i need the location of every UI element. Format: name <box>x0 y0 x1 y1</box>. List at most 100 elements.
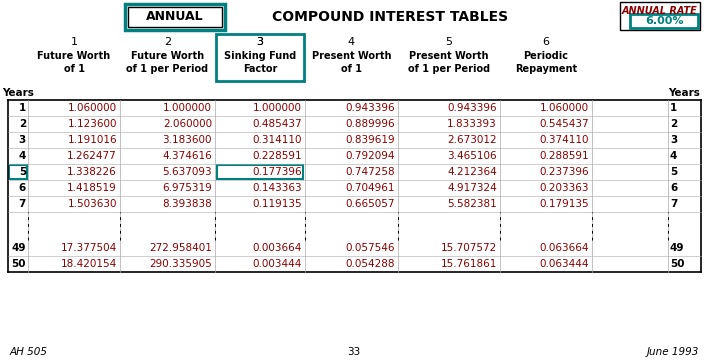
Text: 6: 6 <box>542 37 549 47</box>
Text: Future Worth: Future Worth <box>131 51 204 61</box>
Text: 0.943396: 0.943396 <box>447 103 497 113</box>
Text: 0.665057: 0.665057 <box>345 199 395 209</box>
Text: 0.054288: 0.054288 <box>345 259 395 269</box>
Text: 0.943396: 0.943396 <box>345 103 395 113</box>
Text: 1.060000: 1.060000 <box>68 103 117 113</box>
FancyBboxPatch shape <box>630 14 698 28</box>
Text: 0.314110: 0.314110 <box>252 135 302 145</box>
Text: 4.374616: 4.374616 <box>162 151 212 161</box>
Text: 2: 2 <box>670 119 677 129</box>
Text: Repayment: Repayment <box>515 64 577 74</box>
Text: Years: Years <box>669 88 700 98</box>
Text: 6.00%: 6.00% <box>644 16 683 26</box>
Text: 1.418519: 1.418519 <box>67 183 117 193</box>
Text: 0.063444: 0.063444 <box>540 259 589 269</box>
Text: of 1 per Period: of 1 per Period <box>408 64 490 74</box>
Text: 272.958401: 272.958401 <box>149 243 212 253</box>
Text: of 1: of 1 <box>341 64 362 74</box>
Text: 0.485437: 0.485437 <box>252 119 302 129</box>
Text: 0.237396: 0.237396 <box>540 167 589 177</box>
FancyBboxPatch shape <box>9 165 27 179</box>
Text: 3.465106: 3.465106 <box>447 151 497 161</box>
Bar <box>620 2 700 30</box>
Text: 5: 5 <box>445 37 452 47</box>
Text: 3: 3 <box>18 135 26 145</box>
Text: 1.503630: 1.503630 <box>67 199 117 209</box>
Text: 0.747258: 0.747258 <box>345 167 395 177</box>
Text: AH 505: AH 505 <box>10 347 48 357</box>
Text: 50: 50 <box>11 259 26 269</box>
Text: 49: 49 <box>670 243 684 253</box>
Text: ANNUAL RATE: ANNUAL RATE <box>622 6 698 16</box>
Text: 0.057546: 0.057546 <box>345 243 395 253</box>
Text: 0.179135: 0.179135 <box>540 199 589 209</box>
Text: 0.228591: 0.228591 <box>252 151 302 161</box>
Text: 4.212364: 4.212364 <box>447 167 497 177</box>
Text: Factor: Factor <box>242 64 277 74</box>
Text: 0.119135: 0.119135 <box>252 199 302 209</box>
Text: 5: 5 <box>18 167 26 177</box>
Text: Future Worth: Future Worth <box>38 51 111 61</box>
Text: of 1 per Period: of 1 per Period <box>126 64 208 74</box>
Text: 0.003444: 0.003444 <box>252 259 302 269</box>
Text: 1.123600: 1.123600 <box>67 119 117 129</box>
Text: 0.374110: 0.374110 <box>540 135 589 145</box>
Text: 5.637093: 5.637093 <box>162 167 212 177</box>
Text: 1.000000: 1.000000 <box>253 103 302 113</box>
Text: 1: 1 <box>70 37 77 47</box>
Text: 6.975319: 6.975319 <box>162 183 212 193</box>
Text: 0.177396: 0.177396 <box>252 167 302 177</box>
Text: 3.183600: 3.183600 <box>162 135 212 145</box>
Text: 5: 5 <box>670 167 677 177</box>
Text: 0.889996: 0.889996 <box>345 119 395 129</box>
Text: 3: 3 <box>670 135 677 145</box>
Text: Periodic: Periodic <box>523 51 569 61</box>
Text: 4: 4 <box>670 151 677 161</box>
Text: 4: 4 <box>348 37 355 47</box>
Text: 2: 2 <box>164 37 171 47</box>
Text: 17.377504: 17.377504 <box>61 243 117 253</box>
Text: 2.060000: 2.060000 <box>163 119 212 129</box>
Text: 1.191016: 1.191016 <box>67 135 117 145</box>
Text: 1: 1 <box>18 103 26 113</box>
Text: Present Worth: Present Worth <box>409 51 489 61</box>
Text: 33: 33 <box>347 347 361 357</box>
Text: 8.393838: 8.393838 <box>162 199 212 209</box>
FancyBboxPatch shape <box>216 34 304 81</box>
Text: 0.704961: 0.704961 <box>345 183 395 193</box>
Text: 3: 3 <box>257 37 264 47</box>
Text: 1.262477: 1.262477 <box>67 151 117 161</box>
Text: 0.792094: 0.792094 <box>345 151 395 161</box>
Text: 50: 50 <box>670 259 684 269</box>
Text: 7: 7 <box>670 199 677 209</box>
Text: 0.003664: 0.003664 <box>252 243 302 253</box>
Text: ANNUAL: ANNUAL <box>146 10 203 23</box>
Text: 6: 6 <box>670 183 677 193</box>
FancyBboxPatch shape <box>217 165 303 179</box>
Text: 4: 4 <box>18 151 26 161</box>
Text: 0.143363: 0.143363 <box>252 183 302 193</box>
Text: 7: 7 <box>18 199 26 209</box>
Text: 6: 6 <box>18 183 26 193</box>
Text: June 1993: June 1993 <box>647 347 699 357</box>
Text: 0.288591: 0.288591 <box>540 151 589 161</box>
Text: 0.203363: 0.203363 <box>540 183 589 193</box>
Text: COMPOUND INTEREST TABLES: COMPOUND INTEREST TABLES <box>272 10 508 24</box>
Text: 290.335905: 290.335905 <box>150 259 212 269</box>
Text: 15.707572: 15.707572 <box>441 243 497 253</box>
Text: Years: Years <box>2 88 34 98</box>
Text: 1.060000: 1.060000 <box>540 103 589 113</box>
Text: 1.338226: 1.338226 <box>67 167 117 177</box>
Text: 3: 3 <box>257 37 264 47</box>
Text: 1.000000: 1.000000 <box>163 103 212 113</box>
Text: 18.420154: 18.420154 <box>61 259 117 269</box>
Text: 5.582381: 5.582381 <box>447 199 497 209</box>
Text: 0.839619: 0.839619 <box>345 135 395 145</box>
Text: 1.833393: 1.833393 <box>447 119 497 129</box>
Text: 15.761861: 15.761861 <box>440 259 497 269</box>
Text: 1: 1 <box>670 103 677 113</box>
Text: 2.673012: 2.673012 <box>447 135 497 145</box>
FancyBboxPatch shape <box>128 7 222 27</box>
FancyBboxPatch shape <box>125 4 225 30</box>
Text: Present Worth: Present Worth <box>312 51 391 61</box>
